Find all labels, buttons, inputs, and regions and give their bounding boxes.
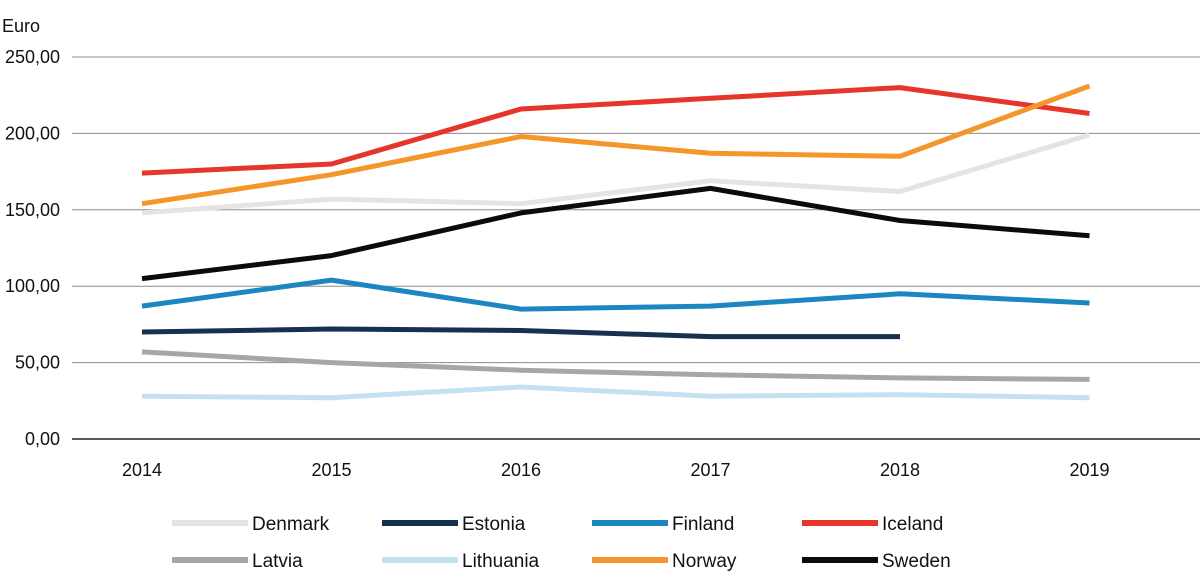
x-tick-label: 2016: [501, 460, 541, 480]
x-tick-label: 2017: [690, 460, 730, 480]
legend-label: Latvia: [252, 551, 303, 572]
legend-item-estonia: Estonia: [382, 514, 526, 535]
legend-item-finland: Finland: [592, 514, 734, 535]
series-line-estonia: [141, 326, 900, 340]
x-tick-label: 2019: [1069, 460, 1109, 480]
x-tick-label: 2018: [880, 460, 920, 480]
legend-label: Sweden: [882, 551, 951, 572]
y-axis-label: Euro: [2, 16, 40, 36]
series-line-latvia: [141, 349, 1090, 382]
legend-item-latvia: Latvia: [172, 551, 303, 572]
legend-item-norway: Norway: [592, 551, 737, 572]
y-tick-label: 100,00: [5, 276, 60, 296]
y-tick-label: 50,00: [15, 353, 60, 373]
x-axis-ticks: 2014 2015 2016 2017 2018 2019: [122, 460, 1110, 480]
legend-label: Denmark: [252, 514, 330, 535]
y-tick-label: 150,00: [5, 200, 60, 220]
x-tick-label: 2014: [122, 460, 162, 480]
legend-label: Finland: [672, 514, 734, 535]
series-line-lithuania: [141, 384, 1090, 401]
series-line-norway: [141, 83, 1091, 207]
series-line-sweden: [141, 185, 1090, 282]
legend-label: Estonia: [462, 514, 526, 535]
legend-label: Iceland: [882, 514, 943, 535]
gridlines: [72, 56, 1200, 440]
legend-item-iceland: Iceland: [802, 514, 943, 535]
x-tick-label: 2015: [311, 460, 351, 480]
y-tick-label: 0,00: [25, 429, 60, 449]
legend-item-denmark: Denmark: [172, 514, 330, 535]
legend-item-lithuania: Lithuania: [382, 551, 540, 572]
legend: Denmark Estonia Finland Iceland Latvia Lithua…: [172, 514, 951, 572]
series-line-finland: [141, 277, 1090, 312]
series-line-denmark: [141, 132, 1091, 216]
y-tick-label: 250,00: [5, 47, 60, 67]
series-lines: [141, 83, 1091, 401]
legend-item-sweden: Sweden: [802, 551, 951, 572]
y-axis-ticks: 0,00 50,00 100,00 150,00 200,00 250,00: [5, 47, 60, 449]
legend-label: Lithuania: [462, 551, 540, 572]
y-tick-label: 200,00: [5, 123, 60, 143]
legend-label: Norway: [672, 551, 737, 572]
series-line-iceland: [141, 85, 1090, 176]
